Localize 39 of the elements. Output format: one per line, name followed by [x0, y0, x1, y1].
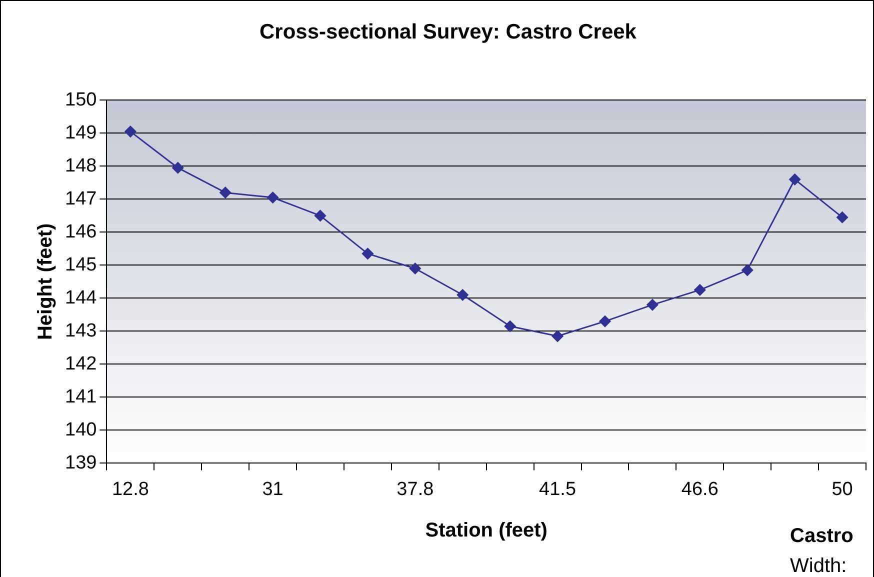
- point: [646, 299, 658, 311]
- point: [836, 212, 848, 224]
- point: [789, 174, 801, 186]
- point: [409, 262, 421, 274]
- y-tick-label: 150: [65, 89, 97, 110]
- point: [124, 126, 136, 138]
- point: [552, 330, 564, 342]
- point: [504, 320, 516, 332]
- x-tick-label: 46.6: [681, 478, 718, 500]
- y-tick-label: 147: [65, 188, 97, 210]
- x-axis-title: Station (feet): [425, 520, 548, 542]
- x-tick-label: 37.8: [396, 478, 434, 500]
- chart-title: Cross-sectional Survey: Castro Creek: [260, 20, 637, 44]
- y-tick-label: 148: [65, 155, 97, 176]
- x-tick-label: 50: [832, 478, 853, 500]
- y-tick-label: 144: [65, 287, 98, 308]
- x-tick-label: 31: [262, 478, 284, 500]
- text: Width:: [790, 555, 847, 577]
- y-axis-title: Height (feet): [34, 223, 57, 340]
- y-tick-label: 149: [65, 122, 97, 144]
- point: [456, 289, 468, 301]
- point: [172, 162, 184, 174]
- point: [314, 210, 326, 222]
- y-tick-label: 145: [65, 254, 97, 276]
- x-tick-label: 12.8: [112, 478, 149, 500]
- point: [362, 248, 374, 260]
- y-tick-label: 142: [65, 353, 97, 374]
- point: [267, 192, 279, 204]
- y-tick-label: 146: [65, 221, 97, 242]
- y-tick-label: 139: [65, 452, 97, 474]
- text: Castro: [790, 525, 854, 547]
- point: [599, 316, 611, 328]
- point: [220, 186, 232, 198]
- point: [694, 284, 706, 296]
- y-tick-label: 141: [65, 386, 97, 408]
- point: [742, 264, 754, 276]
- x-tick-label: 41.5: [539, 478, 576, 500]
- y-tick-label: 143: [65, 320, 97, 342]
- y-tick-label: 140: [65, 419, 97, 440]
